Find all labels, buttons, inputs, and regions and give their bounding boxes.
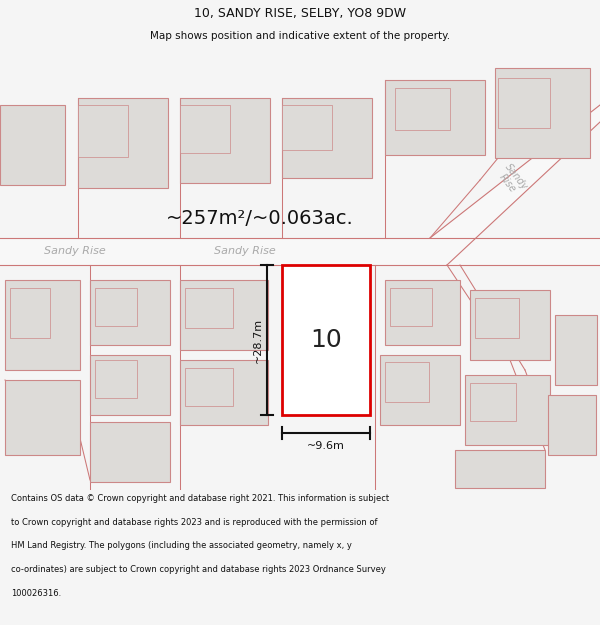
Text: Contains OS data © Crown copyright and database right 2021. This information is : Contains OS data © Crown copyright and d… xyxy=(11,494,389,503)
Text: Sandy Rise: Sandy Rise xyxy=(214,246,276,256)
Bar xyxy=(95,288,137,326)
Text: Sandy Rise: Sandy Rise xyxy=(44,246,106,256)
Bar xyxy=(470,383,516,421)
Bar xyxy=(185,368,233,406)
Text: 100026316.: 100026316. xyxy=(11,589,61,598)
Text: Sandy
Rise: Sandy Rise xyxy=(494,161,530,199)
Polygon shape xyxy=(430,105,600,265)
Bar xyxy=(282,98,372,178)
Bar xyxy=(90,280,170,345)
Bar xyxy=(78,105,128,157)
Text: to Crown copyright and database rights 2023 and is reproduced with the permissio: to Crown copyright and database rights 2… xyxy=(11,518,377,527)
Bar xyxy=(455,450,545,488)
Text: ~257m²/~0.063ac.: ~257m²/~0.063ac. xyxy=(166,209,354,227)
Bar xyxy=(78,98,168,188)
Polygon shape xyxy=(0,238,600,265)
Bar xyxy=(282,265,370,415)
Bar xyxy=(282,105,332,150)
Text: co-ordinates) are subject to Crown copyright and database rights 2023 Ordnance S: co-ordinates) are subject to Crown copyr… xyxy=(11,565,386,574)
Bar xyxy=(385,362,429,402)
Bar xyxy=(90,355,170,415)
Bar xyxy=(95,360,137,398)
Bar xyxy=(498,78,550,128)
Bar xyxy=(185,288,233,328)
Bar xyxy=(465,375,550,445)
Bar xyxy=(5,280,80,370)
Text: 10, SANDY RISE, SELBY, YO8 9DW: 10, SANDY RISE, SELBY, YO8 9DW xyxy=(194,8,406,21)
Bar xyxy=(475,298,519,338)
Bar xyxy=(495,68,590,158)
Bar xyxy=(5,380,80,455)
Text: ~28.7m: ~28.7m xyxy=(253,318,263,362)
Bar xyxy=(180,360,268,425)
Text: 10: 10 xyxy=(310,328,342,352)
Bar xyxy=(390,288,432,326)
Bar xyxy=(548,395,596,455)
Text: Map shows position and indicative extent of the property.: Map shows position and indicative extent… xyxy=(150,31,450,41)
Bar xyxy=(385,280,460,345)
Bar xyxy=(555,315,597,385)
Bar xyxy=(10,288,50,338)
Bar xyxy=(380,355,460,425)
Text: ~9.6m: ~9.6m xyxy=(307,441,345,451)
Bar xyxy=(395,88,450,130)
Bar xyxy=(0,105,65,185)
Bar xyxy=(90,422,170,482)
Bar xyxy=(180,280,268,350)
Bar xyxy=(470,290,550,360)
Bar xyxy=(385,80,485,155)
Text: HM Land Registry. The polygons (including the associated geometry, namely x, y: HM Land Registry. The polygons (includin… xyxy=(11,541,352,550)
Bar xyxy=(180,98,270,183)
Bar xyxy=(180,105,230,153)
